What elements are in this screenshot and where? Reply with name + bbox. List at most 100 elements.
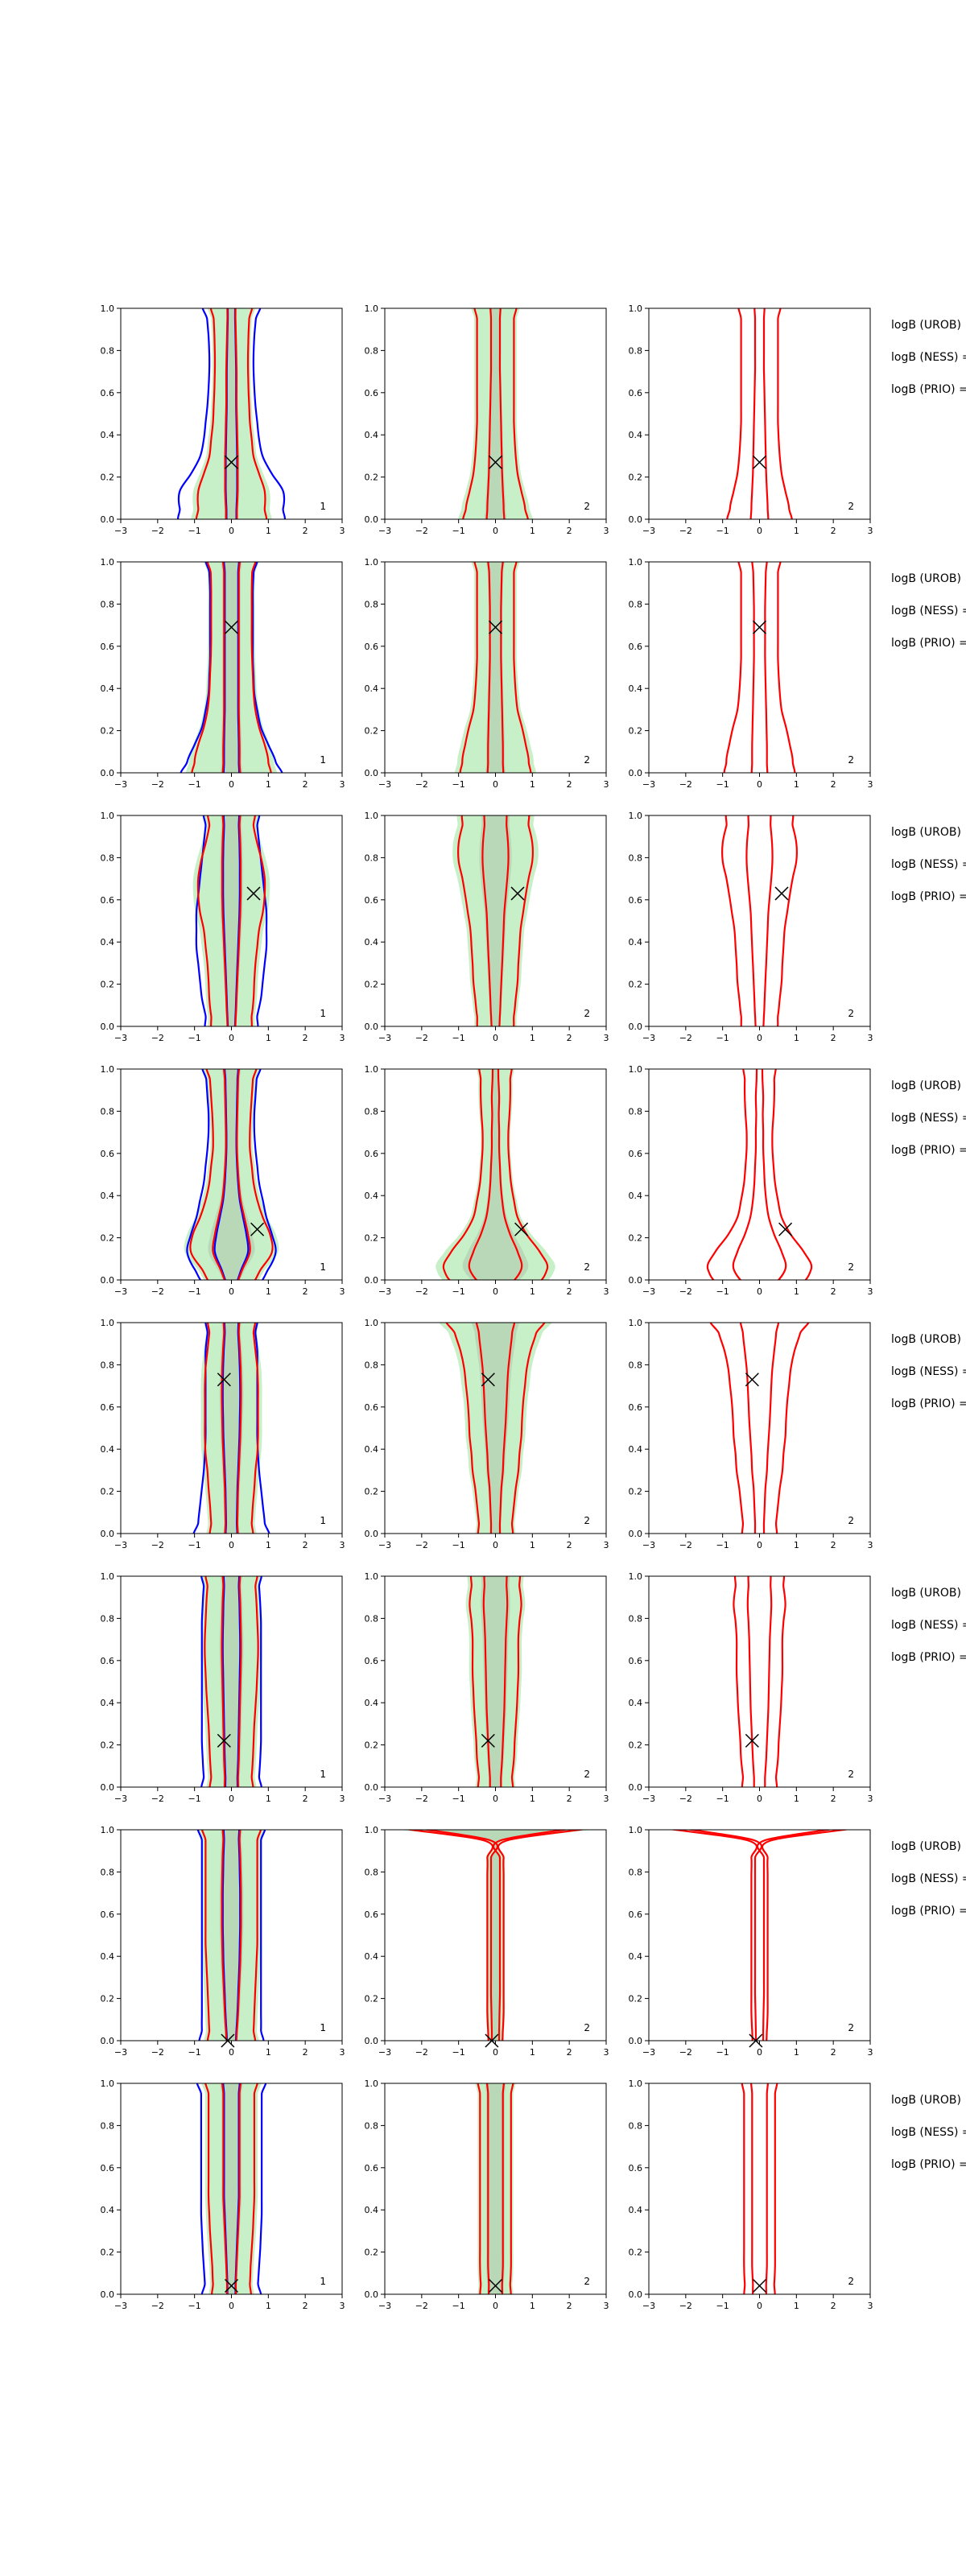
y-tick-label: 1.0 (101, 1064, 115, 1075)
panel-r6-c1: −3 −2 −1 0 1 2 3 0.0 0.2 0.4 0.6 0.8 1.0 1 (101, 1571, 345, 1804)
y-tick-label: 0.8 (365, 852, 379, 863)
y-tick-label: 0.4 (365, 430, 379, 440)
y-tick-label: 0.2 (629, 1740, 643, 1751)
axes-frame (648, 1829, 871, 2041)
y-tick-label: 0.4 (365, 1444, 379, 1455)
x-tick-label: −2 (151, 1033, 164, 1043)
red-contour-outer (445, 1323, 546, 1534)
y-tick-label: 0.8 (365, 599, 379, 609)
y-tick-label: 0.8 (101, 1867, 115, 1877)
x-tick-label: −1 (452, 1286, 465, 1297)
panel-index-label: 1 (320, 1769, 326, 1780)
x-tick-label: 1 (794, 1033, 799, 1043)
x-tick-label: −1 (452, 1540, 465, 1550)
y-tick-label: 1.0 (101, 811, 115, 821)
panel-r5-c1: −3 −2 −1 0 1 2 3 0.0 0.2 0.4 0.6 0.8 1.0 1 (101, 1318, 345, 1550)
x-tick-label: 3 (868, 1286, 873, 1297)
panel-index-label: 2 (848, 754, 854, 766)
x-tick-label: 3 (604, 2301, 609, 2311)
y-tick-label: 0.0 (629, 514, 643, 525)
panel-r8-c3: −3 −2 −1 0 1 2 3 0.0 0.2 0.4 0.6 0.8 1.0 2 (629, 2079, 873, 2311)
y-tick-label: 0.8 (629, 1613, 643, 1624)
axes-frame (648, 2083, 871, 2295)
y-tick-label: 0.6 (365, 1149, 379, 1159)
x-tick-label: −2 (151, 779, 164, 790)
true-value-marker (778, 1222, 793, 1236)
x-tick-label: −2 (679, 2047, 692, 2058)
y-tick-label: 0.0 (629, 1275, 643, 1286)
y-tick-label: 0.4 (629, 2205, 643, 2215)
logb-label-1: logB (UROB) (891, 2094, 961, 2107)
x-tick-label: 0 (757, 526, 762, 536)
y-tick-label: 1.0 (101, 1571, 115, 1582)
y-tick-label: 0.4 (101, 430, 115, 440)
y-tick-label: 0.8 (629, 1360, 643, 1370)
x-tick-label: 0 (493, 2047, 498, 2058)
y-tick-label: 0.2 (629, 1994, 643, 2004)
panel-index-label: 2 (584, 754, 590, 766)
x-tick-label: −1 (452, 779, 465, 790)
logb-label-1: logB (UROB) (891, 319, 961, 332)
x-tick-label: −3 (642, 2047, 655, 2058)
red-contour-outer (196, 815, 266, 1026)
x-tick-label: −2 (415, 2047, 428, 2058)
y-tick-label: 0.6 (365, 642, 379, 652)
x-tick-label: −3 (378, 2301, 391, 2311)
y-tick-label: 0.6 (365, 1909, 379, 1920)
panel-index-label: 1 (320, 1261, 326, 1273)
x-tick-label: 3 (604, 779, 609, 790)
true-value-marker (488, 620, 503, 634)
x-tick-label: −3 (114, 526, 127, 536)
x-tick-label: 1 (530, 2301, 535, 2311)
logb-label-3: logB (PRIO) = (891, 1651, 966, 1664)
x-tick-label: 3 (604, 1794, 609, 1804)
y-tick-label: 0.0 (101, 1022, 115, 1032)
axes-frame (648, 308, 871, 520)
y-tick-label: 0.4 (629, 937, 643, 947)
blue-contour (192, 1323, 270, 1534)
x-tick-label: −3 (114, 1794, 127, 1804)
x-tick-label: 0 (493, 779, 498, 790)
x-tick-label: −1 (452, 2047, 465, 2058)
x-tick-label: 2 (831, 779, 836, 790)
true-value-marker (481, 1733, 495, 1748)
panel-r2-c1: −3 −2 −1 0 1 2 3 0.0 0.2 0.4 0.6 0.8 1.0 1 (101, 557, 345, 790)
x-tick-label: 1 (530, 1033, 535, 1043)
axes-frame (648, 1068, 871, 1281)
y-tick-label: 0.6 (101, 1149, 115, 1159)
red-contour-inner (468, 1069, 523, 1280)
red-contour-outer (204, 1576, 259, 1787)
true-value-marker (481, 1373, 495, 1387)
x-tick-label: 3 (604, 1033, 609, 1043)
x-tick-label: 0 (757, 1540, 762, 1550)
x-tick-label: 0 (493, 1794, 498, 1804)
y-tick-label: 0.6 (629, 1402, 643, 1413)
x-tick-label: 2 (567, 2301, 572, 2311)
true-value-marker (217, 1733, 231, 1748)
density-fill-inner (479, 815, 512, 1026)
x-tick-label: 3 (868, 2047, 873, 2058)
x-tick-label: −2 (151, 2301, 164, 2311)
red-contour-inner (486, 562, 505, 773)
x-tick-label: 1 (530, 779, 535, 790)
y-tick-label: 0.6 (365, 388, 379, 398)
x-tick-label: 2 (567, 779, 572, 790)
x-tick-label: −2 (415, 1033, 428, 1043)
true-value-marker (510, 886, 525, 901)
red-contour-inner (685, 1830, 834, 2041)
panel-r8-c1: −3 −2 −1 0 1 2 3 0.0 0.2 0.4 0.6 0.8 1.0 1 (101, 2079, 345, 2311)
x-tick-label: 0 (229, 779, 234, 790)
true-value-marker (488, 455, 503, 469)
y-tick-label: 1.0 (365, 1064, 379, 1075)
x-tick-label: −1 (716, 2301, 729, 2311)
x-tick-label: −1 (716, 526, 729, 536)
y-tick-label: 1.0 (101, 1318, 115, 1328)
y-tick-label: 0.0 (101, 2036, 115, 2046)
panel-index-label: 2 (848, 1261, 854, 1273)
panel-r8-c2: −3 −2 −1 0 1 2 3 0.0 0.2 0.4 0.6 0.8 1.0 2 (365, 2079, 609, 2311)
true-value-marker (488, 2278, 503, 2293)
y-tick-label: 0.2 (101, 980, 115, 990)
x-tick-label: −2 (151, 526, 164, 536)
y-tick-label: 0.0 (365, 1782, 379, 1793)
y-tick-label: 0.8 (629, 2120, 643, 2131)
